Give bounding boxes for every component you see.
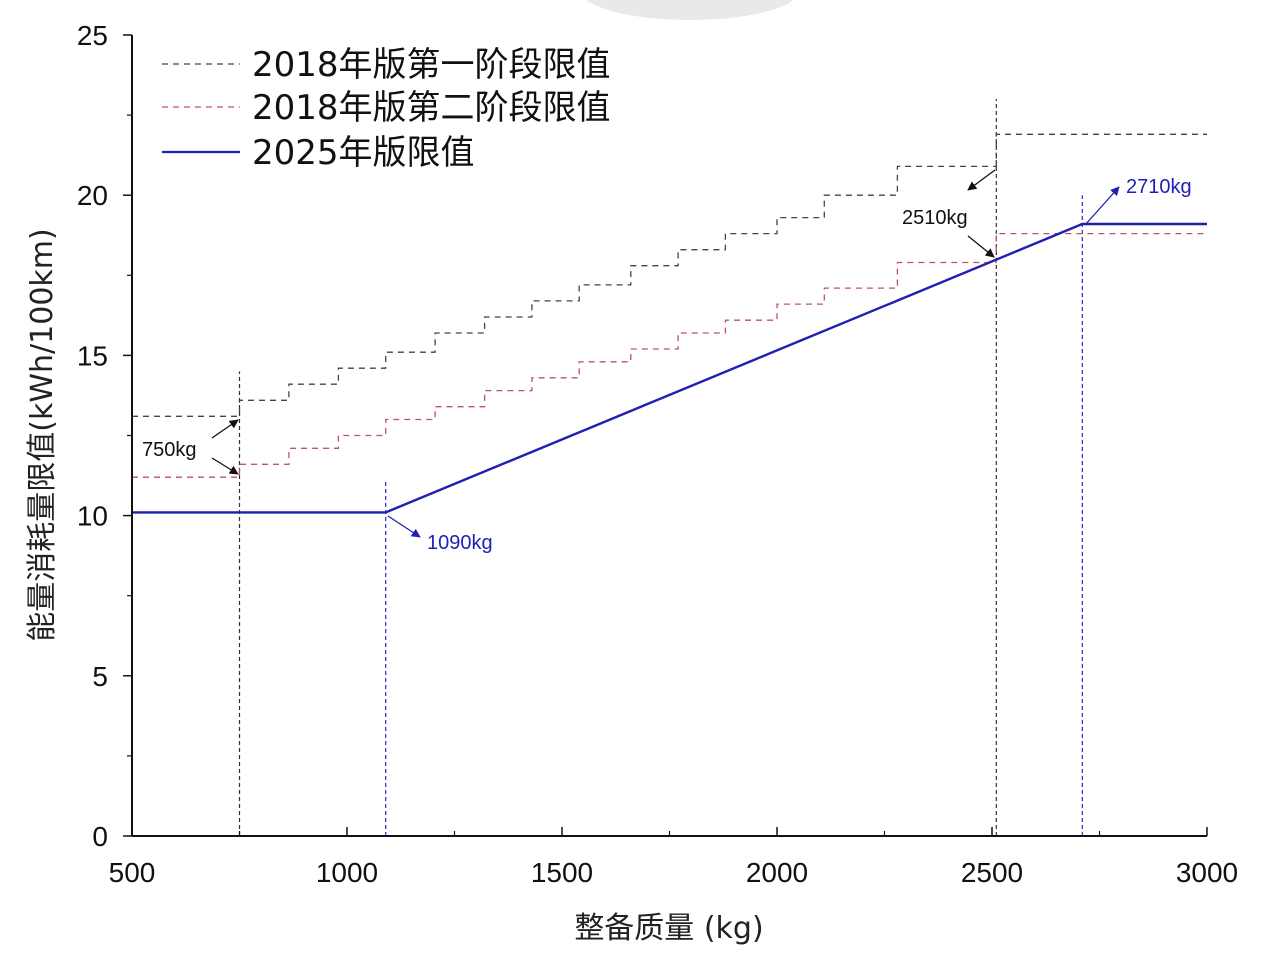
y-tick-label-10: 10: [77, 501, 108, 532]
y-tick-label-5: 5: [92, 661, 108, 692]
x-axis-title: 整备质量 (kg): [574, 911, 763, 946]
annotation-2710kg: 2710kg: [1126, 176, 1192, 198]
series-line-1: [132, 133, 1207, 417]
legend-label-series-1: 2018年版第一阶段限值: [252, 45, 611, 85]
annotation-2510kg-arrow-lower: [967, 235, 995, 258]
x-tick-label-1500: 1500: [531, 857, 593, 888]
series-lines: [132, 133, 1207, 514]
reference-lines: [238, 99, 1083, 836]
y-tick-label-15: 15: [77, 340, 108, 371]
x-tick-label-2500: 2500: [961, 857, 1023, 888]
x-tick-label-2000: 2000: [746, 857, 808, 888]
annotation-750kg-arrow-upper: [211, 419, 239, 439]
series-line-3: [132, 222, 1207, 514]
legend: 2018年版第一阶段限值 2018年版第二阶段限值 2025年版限值: [162, 45, 611, 173]
annotation-750kg: 750kg: [142, 439, 197, 461]
series-line-2: [132, 232, 1207, 478]
annotation-1090kg: 1090kg: [427, 532, 493, 554]
top-shadow: [586, 0, 794, 20]
annotation-1090kg-arrow: [387, 515, 421, 538]
y-axis-title: 能量消耗量限值(kWh/100km): [25, 228, 60, 641]
legend-label-series-2: 2018年版第二阶段限值: [252, 88, 611, 128]
annotation-2510kg-arrow-upper: [967, 169, 996, 191]
y-tick-label-25: 25: [77, 20, 108, 51]
annotations: 750kg 1090kg 2510kg 2710kg: [142, 169, 1192, 554]
ticks: 500 1000 1500 2000 2500 3000 0 5 10 15 20 25: [77, 20, 1238, 888]
x-tick-label-3000: 3000: [1176, 857, 1238, 888]
y-tick-label-20: 20: [77, 180, 108, 211]
x-tick-label-500: 500: [109, 857, 156, 888]
legend-label-series-3: 2025年版限值: [252, 133, 475, 173]
y-tick-label-0: 0: [92, 821, 108, 852]
annotation-750kg-arrow-lower: [211, 457, 239, 475]
x-tick-label-1000: 1000: [316, 857, 378, 888]
annotation-2710kg-arrow: [1084, 186, 1120, 226]
annotation-2510kg: 2510kg: [902, 207, 968, 229]
